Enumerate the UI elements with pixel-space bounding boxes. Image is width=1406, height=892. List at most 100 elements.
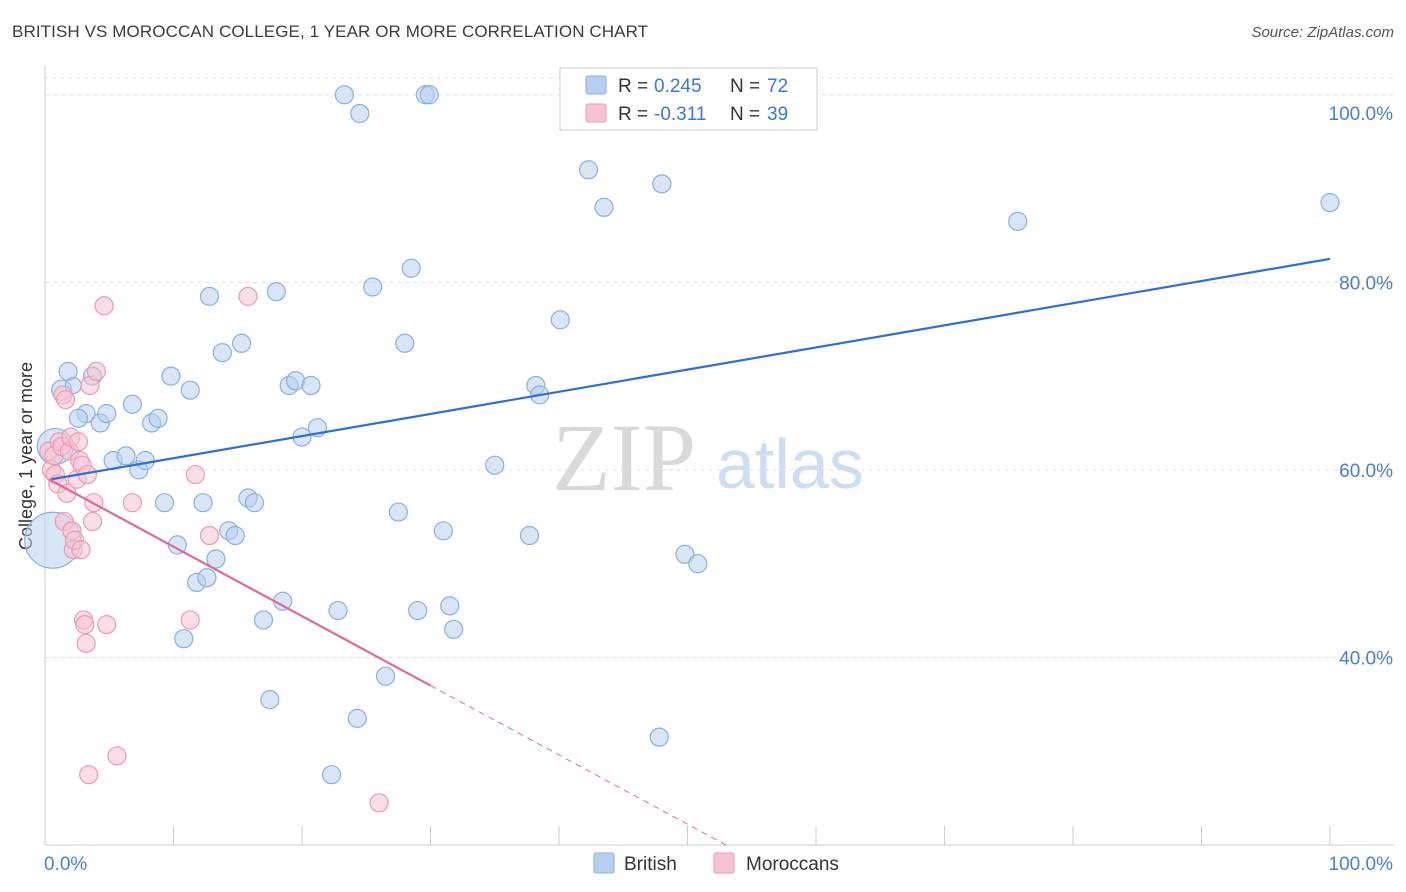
british-point bbox=[97, 404, 117, 424]
moroccan-series-swatch bbox=[713, 852, 735, 874]
british-point bbox=[401, 258, 421, 278]
british-point bbox=[350, 103, 370, 124]
grid-lines bbox=[45, 77, 1394, 658]
moroccan-point bbox=[55, 389, 76, 410]
x-tick-labels: 0.0% 100.0% bbox=[44, 854, 1393, 875]
chart-title: BRITISH VS MOROCCAN COLLEGE, 1 YEAR OR M… bbox=[12, 22, 649, 41]
british-point bbox=[266, 282, 286, 302]
british-point bbox=[444, 619, 464, 639]
moroccan-point bbox=[79, 765, 99, 785]
british-point bbox=[174, 629, 194, 649]
moroccan-legend-swatch bbox=[585, 103, 607, 123]
british-point bbox=[1008, 211, 1028, 231]
british-point bbox=[321, 765, 342, 785]
moroccan-point bbox=[199, 525, 220, 546]
moroccan-trend-extension bbox=[430, 685, 727, 846]
british-point bbox=[161, 366, 181, 386]
moroccan-point bbox=[122, 493, 142, 513]
british-n-label: N = bbox=[730, 76, 760, 97]
british-n-value: 72 bbox=[767, 76, 788, 97]
british-point bbox=[395, 333, 415, 353]
british-point bbox=[519, 525, 540, 546]
british-point bbox=[68, 408, 89, 428]
moroccan-point bbox=[369, 793, 389, 813]
british-point bbox=[180, 380, 200, 400]
british-point bbox=[206, 549, 226, 569]
british-point bbox=[375, 666, 396, 686]
moroccan-point bbox=[86, 361, 107, 382]
moroccan-point bbox=[82, 511, 103, 532]
watermark: ZIP atlas bbox=[552, 404, 864, 511]
british-point bbox=[419, 85, 439, 105]
trend-lines bbox=[48, 257, 1331, 846]
british-point bbox=[122, 394, 142, 414]
british-point bbox=[197, 568, 217, 588]
watermark-zip: ZIP bbox=[552, 404, 696, 511]
british-point bbox=[649, 727, 669, 747]
british-trend-line bbox=[51, 257, 1331, 481]
british-point bbox=[433, 521, 453, 541]
moroccan-series-label: Moroccans bbox=[746, 854, 839, 875]
moroccan-point bbox=[75, 615, 95, 635]
moroccan-r-label: R = bbox=[618, 104, 648, 125]
moroccan-r-value: -0.311 bbox=[654, 104, 706, 125]
british-point bbox=[154, 493, 175, 513]
british-point bbox=[199, 286, 220, 306]
moroccan-point bbox=[180, 610, 200, 630]
british-point bbox=[485, 455, 505, 475]
british-point bbox=[148, 408, 168, 428]
british-point bbox=[244, 493, 265, 513]
stats-legend: R = 0.245 N = 72 R = -0.311 N = 39 bbox=[559, 67, 818, 131]
british-point bbox=[688, 554, 708, 574]
y-tick-label-40: 40.0% bbox=[1339, 648, 1393, 669]
axes bbox=[44, 66, 1394, 846]
british-series-swatch bbox=[593, 852, 615, 874]
moroccan-point bbox=[185, 464, 205, 485]
british-point bbox=[135, 450, 155, 471]
british-point bbox=[334, 85, 355, 105]
british-point bbox=[578, 160, 599, 180]
y-tick-labels: 40.0% 60.0% 80.0% 100.0% bbox=[1329, 104, 1394, 670]
british-point bbox=[301, 375, 321, 396]
british-point bbox=[1320, 193, 1340, 213]
british-point bbox=[232, 333, 252, 353]
y-tick-label-80: 80.0% bbox=[1339, 273, 1393, 294]
british-point bbox=[225, 525, 245, 546]
british-point bbox=[408, 600, 428, 621]
british-point bbox=[550, 310, 570, 330]
moroccan-point bbox=[238, 286, 258, 306]
british-point bbox=[328, 600, 348, 621]
british-point bbox=[212, 343, 232, 363]
moroccan-n-value: 39 bbox=[767, 104, 788, 125]
moroccan-point bbox=[76, 633, 96, 653]
moroccan-point bbox=[71, 539, 91, 560]
british-r-value: 0.245 bbox=[654, 76, 702, 97]
moroccan-point bbox=[97, 615, 117, 635]
british-series-label: British bbox=[624, 854, 677, 875]
x-tick-label-0: 0.0% bbox=[44, 854, 87, 875]
y-tick-label-60: 60.0% bbox=[1339, 461, 1393, 482]
x-tick-label-100: 100.0% bbox=[1329, 854, 1394, 875]
british-point bbox=[193, 493, 213, 513]
british-point bbox=[347, 708, 367, 728]
british-r-label: R = bbox=[618, 76, 648, 97]
british-point bbox=[363, 277, 383, 297]
british-point bbox=[652, 174, 672, 194]
british-legend-swatch bbox=[585, 75, 607, 95]
moroccan-point bbox=[107, 746, 127, 766]
moroccan-trend-line bbox=[48, 478, 432, 687]
watermark-atlas: atlas bbox=[716, 425, 864, 503]
moroccan-point bbox=[94, 296, 114, 316]
y-tick-label-100: 100.0% bbox=[1329, 104, 1394, 125]
british-point bbox=[388, 502, 408, 522]
british-point bbox=[594, 197, 614, 217]
moroccan-n-label: N = bbox=[730, 104, 760, 125]
source-credit: Source: ZipAtlas.com bbox=[1251, 24, 1394, 41]
moroccan-point bbox=[68, 432, 89, 452]
series-legend: British Moroccans bbox=[593, 852, 839, 875]
british-point bbox=[260, 690, 280, 710]
british-point bbox=[440, 596, 460, 616]
british-point bbox=[116, 446, 136, 466]
y-axis-label: College, 1 year or more bbox=[16, 362, 36, 550]
